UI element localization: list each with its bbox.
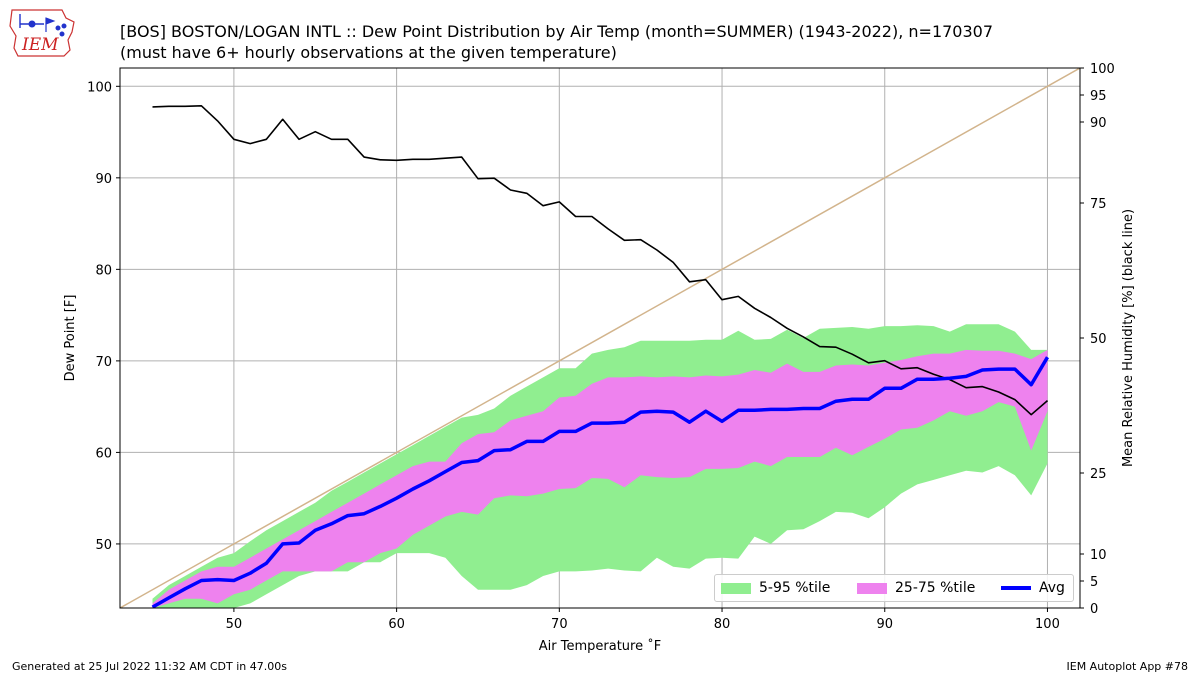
legend-item-25-75: 25-75 %tile	[857, 579, 975, 597]
footer-app-label: IEM Autoplot App #78	[1066, 660, 1189, 673]
avg-dewpoint-line	[151, 356, 1050, 608]
band-25-75-percentile	[152, 349, 1048, 608]
weather-station-icon	[19, 14, 67, 37]
iem-logo: IEM	[9, 9, 75, 57]
x-tick-label: 80	[714, 617, 731, 632]
y-tick-label: 80	[95, 263, 112, 278]
chart-legend: 5-95 %tile 25-75 %tile Avg	[714, 574, 1074, 602]
y2-tick-label: 5	[1090, 575, 1098, 590]
x-tick-label: 100	[1035, 617, 1060, 632]
logo-text: IEM	[21, 35, 59, 55]
legend-label-avg: Avg	[1039, 580, 1065, 596]
y2-tick-label: 95	[1090, 89, 1107, 104]
y-tick-label: 70	[95, 355, 112, 370]
y2-axis-label: Mean Relative Humidity [%] (black line)	[1121, 209, 1136, 467]
y-tick-label: 90	[95, 172, 112, 187]
iowa-map-outline	[9, 9, 75, 57]
plot-area	[120, 68, 1080, 608]
y2-tick-label: 75	[1090, 197, 1107, 212]
x-tick-label: 50	[226, 617, 243, 632]
legend-label-5-95: 5-95 %tile	[759, 580, 831, 596]
y2-tick-label: 90	[1090, 116, 1107, 131]
x-tick-label: 60	[388, 617, 405, 632]
axes: 50 60 70 80 90 100 50 60 70 80 90 100 0 5 10 25 50 75 90 95…	[87, 62, 1115, 632]
y-axis-label: Dew Point [F]	[63, 295, 78, 382]
legend-swatch-avg	[1001, 586, 1031, 590]
relative-humidity-line	[152, 105, 1049, 416]
x-tick-label: 70	[551, 617, 568, 632]
legend-label-25-75: 25-75 %tile	[895, 580, 976, 596]
x-axis-label: Air Temperature ˚F	[539, 638, 661, 654]
y-tick-label: 100	[87, 80, 112, 95]
y2-tick-label: 10	[1090, 548, 1107, 563]
y-tick-label: 60	[95, 446, 112, 461]
chart-subtitle: (must have 6+ hourly observations at the…	[120, 43, 617, 62]
legend-swatch-5-95	[721, 582, 751, 594]
y2-tick-label: 100	[1090, 62, 1115, 77]
y2-tick-label: 0	[1090, 602, 1098, 617]
y2-tick-label: 50	[1090, 332, 1107, 347]
x-tick-label: 90	[876, 617, 893, 632]
y-tick-label: 50	[95, 538, 112, 553]
legend-item-avg: Avg	[1001, 579, 1065, 597]
saturation-diagonal-line	[120, 68, 1080, 608]
y2-tick-label: 25	[1090, 467, 1107, 482]
chart-title: [BOS] BOSTON/LOGAN INTL :: Dew Point Dis…	[120, 22, 994, 41]
legend-item-5-95: 5-95 %tile	[721, 579, 830, 597]
footer-generated-text: Generated at 25 Jul 2022 11:32 AM CDT in…	[12, 660, 287, 673]
legend-swatch-25-75	[857, 582, 887, 594]
